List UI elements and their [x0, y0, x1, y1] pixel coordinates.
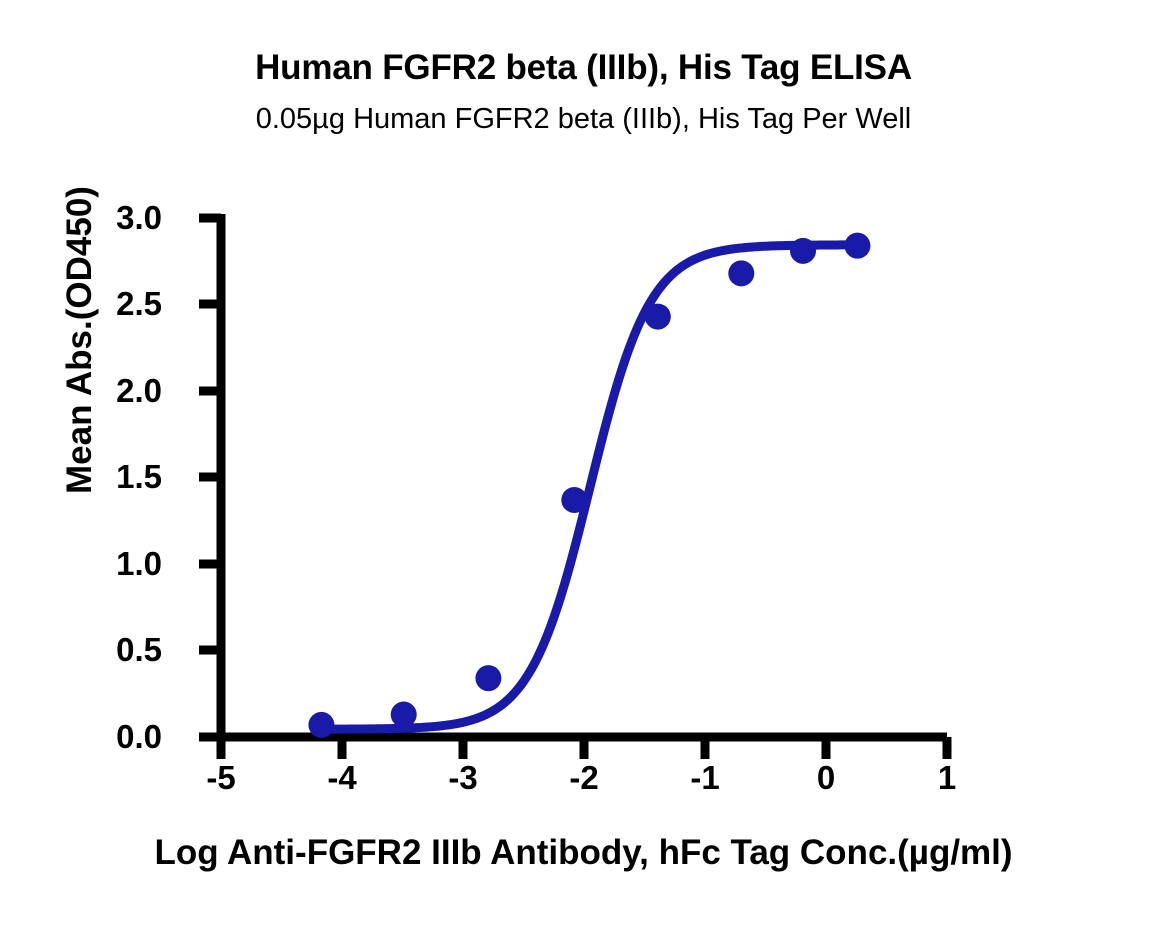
x-axis-ticks	[216, 737, 952, 759]
y-tick-label-2.5: 2.5	[116, 285, 162, 322]
y-tick-label-1.0: 1.0	[116, 545, 162, 582]
data-point	[644, 303, 671, 330]
data-point-group	[308, 232, 871, 738]
x-tick-label--2: -2	[569, 759, 599, 796]
data-point	[844, 232, 871, 259]
data-point	[561, 486, 588, 513]
data-point	[728, 260, 755, 287]
x-tick-label--5: -5	[206, 759, 236, 796]
y-axis	[199, 213, 226, 742]
y-tick-label-0.5: 0.5	[116, 631, 162, 668]
y-tick-label-0.0: 0.0	[116, 718, 162, 755]
chart-subtitle: 0.05µg Human FGFR2 beta (IIIb), His Tag …	[255, 103, 912, 135]
y-tick-label-1.5: 1.5	[116, 458, 162, 495]
x-axis	[216, 732, 952, 759]
fit-curve	[316, 240, 862, 734]
y-tick-label-3.0: 3.0	[116, 199, 162, 236]
chart-title: Human FGFR2 beta (IIIb), His Tag ELISA	[255, 48, 912, 87]
data-point	[790, 237, 817, 264]
data-point	[390, 701, 417, 728]
x-axis-label: Log Anti-FGFR2 IIIb Antibody, hFc Tag Co…	[154, 833, 1013, 872]
x-tick-label-0: 0	[816, 759, 836, 796]
data-point	[308, 711, 335, 738]
x-tick-label--3: -3	[448, 759, 478, 796]
data-point	[475, 665, 502, 692]
y-tick-label-2.0: 2.0	[116, 372, 162, 409]
x-tick-label--1: -1	[690, 759, 720, 796]
x-tick-label--4: -4	[327, 759, 357, 796]
x-tick-label-1: 1	[937, 759, 957, 796]
